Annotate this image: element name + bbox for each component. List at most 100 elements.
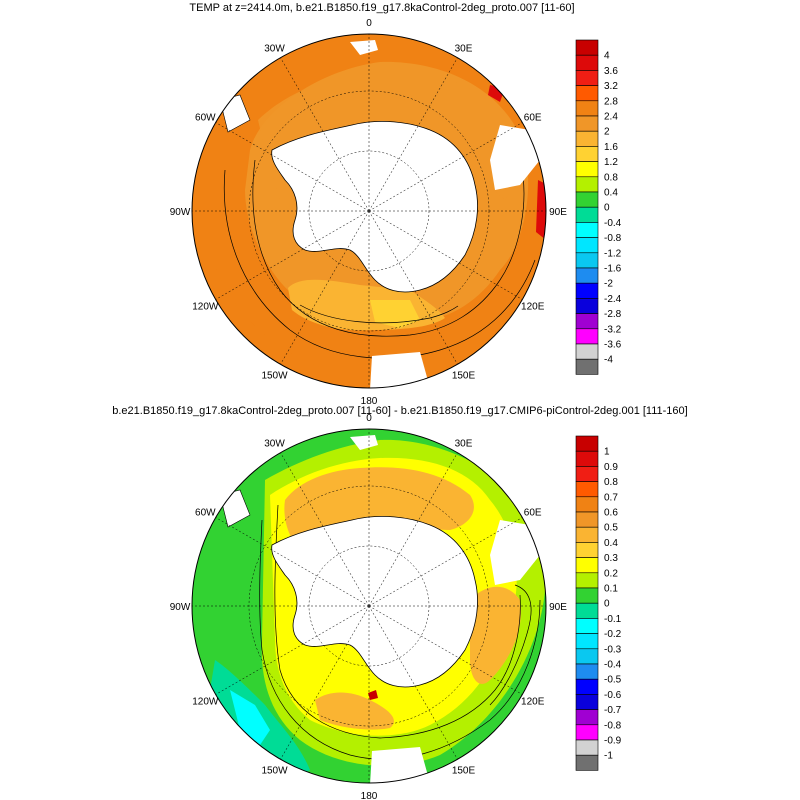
antarctica-landmass <box>271 121 478 293</box>
colorbar-swatch <box>575 587 599 604</box>
land-fragment <box>350 435 378 450</box>
colorbar-tick-label: -3.6 <box>604 340 622 351</box>
colorbar-swatch <box>575 100 599 117</box>
polar-map-top: 0 30E 60E 90E 120E 150E 180 150W 120W 90W 60W 30W <box>170 18 568 407</box>
contour-line <box>252 159 525 337</box>
graticule <box>192 429 546 783</box>
longitude-label: 30W <box>264 43 285 54</box>
colorbar-tick-label: -0.6 <box>604 690 622 701</box>
land-fragment <box>490 520 540 585</box>
contour-line <box>223 169 536 359</box>
colorbar-swatch <box>575 678 599 695</box>
colorbar-tick-label: -0.8 <box>604 233 622 244</box>
colorbar-tick-label: -0.9 <box>604 736 622 747</box>
colorbar-tick-label: 0.8 <box>604 477 618 488</box>
colorbar-swatch <box>575 663 599 680</box>
colorbar-tick-label: -0.4 <box>604 660 622 671</box>
colorbar-tick-label: 2.8 <box>604 96 618 107</box>
colorbar-tick-label: 1.2 <box>604 157 618 168</box>
colorbar-swatch <box>575 709 599 726</box>
colorbar-swatch <box>575 237 599 254</box>
colorbar-swatch <box>575 206 599 223</box>
longitude-label: 120W <box>192 697 219 708</box>
land-fragment <box>350 40 378 55</box>
longitude-labels: 0 30E 60E 90E 120E 150E 180 150W 120W 90W 60W 30W <box>170 18 568 407</box>
colorbar-tick-label: -0.7 <box>604 705 622 716</box>
graticule <box>192 34 546 388</box>
colorbar-swatch <box>575 526 599 543</box>
longitude-label: 90W <box>170 602 191 613</box>
colorbar-tick-label: -0.3 <box>604 644 622 655</box>
colorbar-swatch <box>575 466 599 482</box>
colorbar-tick-label: -0.5 <box>604 675 622 686</box>
colorbar-swatch <box>575 267 599 284</box>
ocean-field-cooler <box>370 300 420 328</box>
longitude-label: 180 <box>361 396 378 407</box>
colorbar-swatch <box>575 648 599 665</box>
colorbar-swatch <box>575 115 599 132</box>
colorbar-swatch <box>575 161 599 178</box>
colorbar-tick-label: -3.2 <box>604 324 622 335</box>
colorbar-tick-label: 0.1 <box>604 584 618 595</box>
colorbar-tick-label: -4 <box>604 355 613 366</box>
colorbar-swatch <box>575 358 599 375</box>
colorbar-tick-label: -0.2 <box>604 629 622 640</box>
colorbar-swatch <box>575 633 599 650</box>
longitude-label: 150W <box>261 766 288 777</box>
ocean-field-positive-high-east <box>470 586 521 684</box>
colorbar-swatch <box>575 481 599 498</box>
colorbar-swatch <box>575 343 599 360</box>
ocean-field-negative-strong <box>230 690 270 745</box>
colorbar-swatch <box>575 739 599 756</box>
colorbar-swatch <box>575 435 599 452</box>
longitude-label: 0 <box>366 18 372 29</box>
colorbar-swatch <box>575 450 599 467</box>
colorbar-swatch <box>575 191 599 208</box>
colorbar-tick-label: 0.4 <box>604 538 618 549</box>
colorbar-swatch <box>575 252 599 269</box>
colorbar-swatch <box>575 39 599 56</box>
colorbar-tick-label: 2.4 <box>604 112 618 123</box>
colorbar-swatch <box>575 724 599 741</box>
longitude-label: 60W <box>195 113 216 124</box>
colorbar-tick-label: 0.9 <box>604 462 618 473</box>
colorbar-tick-label: 0.2 <box>604 568 618 579</box>
colorbar-swatch <box>575 572 599 589</box>
contour-line <box>299 304 459 324</box>
colorbar-swatch <box>575 602 599 619</box>
colorbar-tick-label: 0.4 <box>604 188 618 199</box>
longitude-label: 90E <box>549 602 567 613</box>
colorbar-tick-label: 0 <box>604 203 610 214</box>
land-fragment <box>490 125 540 190</box>
longitude-label: 30E <box>455 43 473 54</box>
map-boundary <box>191 33 547 389</box>
longitude-label: 180 <box>361 791 378 800</box>
colorbar-tick-label: -0.8 <box>604 720 622 731</box>
longitude-label: 90W <box>170 207 191 218</box>
colorbar-tick-label: 1.6 <box>604 142 618 153</box>
polar-map-bottom: 0 30E 60E 90E 120E 150E 180 150W 120W 90W 60W 30W <box>170 413 568 800</box>
longitude-label: 150E <box>452 371 476 382</box>
colorbar-swatch <box>575 282 599 299</box>
colorbar-tick-label: 4 <box>604 51 610 62</box>
colorbar-tick-label: -1 <box>604 751 613 762</box>
longitude-label: 60W <box>195 508 216 519</box>
ocean-field-positive-high-south <box>315 692 394 730</box>
colorbar-tick-label: 1 <box>604 447 610 458</box>
colorbar-tick-label: 0.5 <box>604 523 618 534</box>
colorbar-tick-label: -0.4 <box>604 218 622 229</box>
longitude-label: 150E <box>452 766 476 777</box>
colorbar-swatch <box>575 176 599 193</box>
colorbar-swatch <box>575 542 599 558</box>
colorbar-tick-label: 0.3 <box>604 553 618 564</box>
colorbar-tick-label: -1.2 <box>604 248 622 259</box>
colorbar-tick-label: 0.7 <box>604 492 618 503</box>
colorbar-swatch <box>575 298 599 314</box>
map-boundary <box>191 428 547 784</box>
longitude-label: 120W <box>192 302 219 313</box>
land-fragment <box>370 352 430 388</box>
colorbar-tick-label: 0.6 <box>604 508 618 519</box>
contour-line <box>274 504 521 739</box>
colorbar-swatch <box>575 70 599 86</box>
